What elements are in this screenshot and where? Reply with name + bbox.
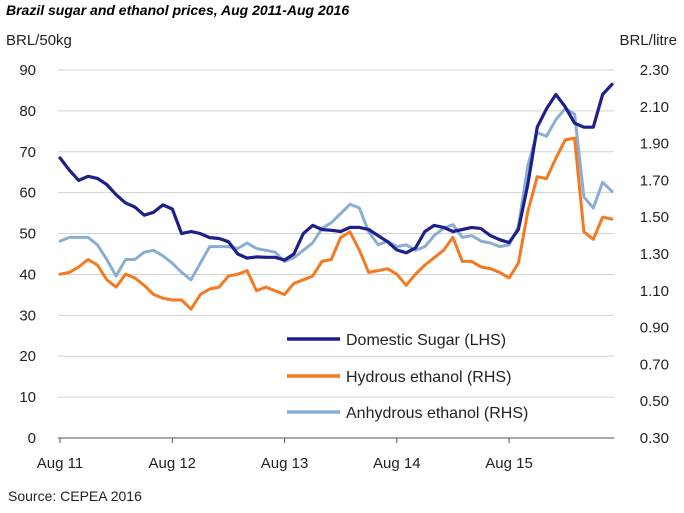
series-line-1: [58, 82, 614, 262]
left-tick-label: 80: [19, 103, 36, 120]
left-axis-ticks: 0 10 20 30 40 50 60 70 80 90: [19, 62, 36, 447]
left-tick-label: 70: [19, 144, 36, 161]
left-tick-label: 10: [19, 389, 36, 406]
series-line-2: [58, 136, 614, 311]
x-tick-label: Aug 13: [261, 455, 309, 472]
series-lines: [58, 82, 614, 311]
right-tick-label: 2.30: [640, 62, 669, 79]
right-tick-label: 0.90: [640, 320, 669, 337]
right-tick-label: 2.10: [640, 99, 669, 116]
x-tick-label: Aug 12: [148, 455, 196, 472]
right-axis-label: BRL/litre: [619, 32, 677, 49]
x-tick-label: Aug 14: [373, 455, 421, 472]
series-line-3: [58, 107, 614, 282]
right-axis-ticks: 0.30 0.50 0.70 0.90 1.10 1.30 1.50 1.70 1.90 2.10…: [640, 62, 669, 447]
gridlines: [58, 69, 614, 439]
legend-label: Hydrous ethanol (RHS): [346, 369, 511, 386]
left-axis-label: BRL/50kg: [6, 32, 72, 49]
right-tick-label: 1.90: [640, 136, 669, 153]
legend-label: Anhydrous ethanol (RHS): [346, 405, 528, 422]
right-tick-label: 0.30: [640, 430, 669, 447]
x-tick-label: Aug 11: [37, 455, 83, 472]
right-tick-label: 0.70: [640, 356, 669, 373]
right-tick-label: 1.30: [640, 246, 669, 263]
right-tick-label: 1.50: [640, 209, 669, 226]
legend-label: Domestic Sugar (LHS): [346, 332, 506, 349]
x-tick-label: Aug 15: [485, 455, 533, 472]
right-tick-label: 1.10: [640, 283, 669, 300]
source-note: Source: CEPEA 2016: [8, 488, 142, 504]
left-tick-label: 30: [19, 307, 36, 324]
left-tick-label: 90: [19, 62, 36, 79]
left-tick-label: 20: [19, 348, 36, 365]
left-tick-label: 40: [19, 266, 36, 283]
chart-title: Brazil sugar and ethanol prices, Aug 201…: [6, 2, 350, 18]
left-tick-label: 0: [28, 430, 36, 447]
right-tick-label: 1.70: [640, 172, 669, 189]
left-tick-label: 50: [19, 226, 36, 243]
left-tick-label: 60: [19, 185, 36, 202]
x-axis-ticks: Aug 11 Aug 12 Aug 13 Aug 14 Aug 15: [37, 438, 533, 472]
right-tick-label: 0.50: [640, 393, 669, 410]
legend: Domestic Sugar (LHS) Hydrous ethanol (RHS…: [287, 332, 528, 422]
